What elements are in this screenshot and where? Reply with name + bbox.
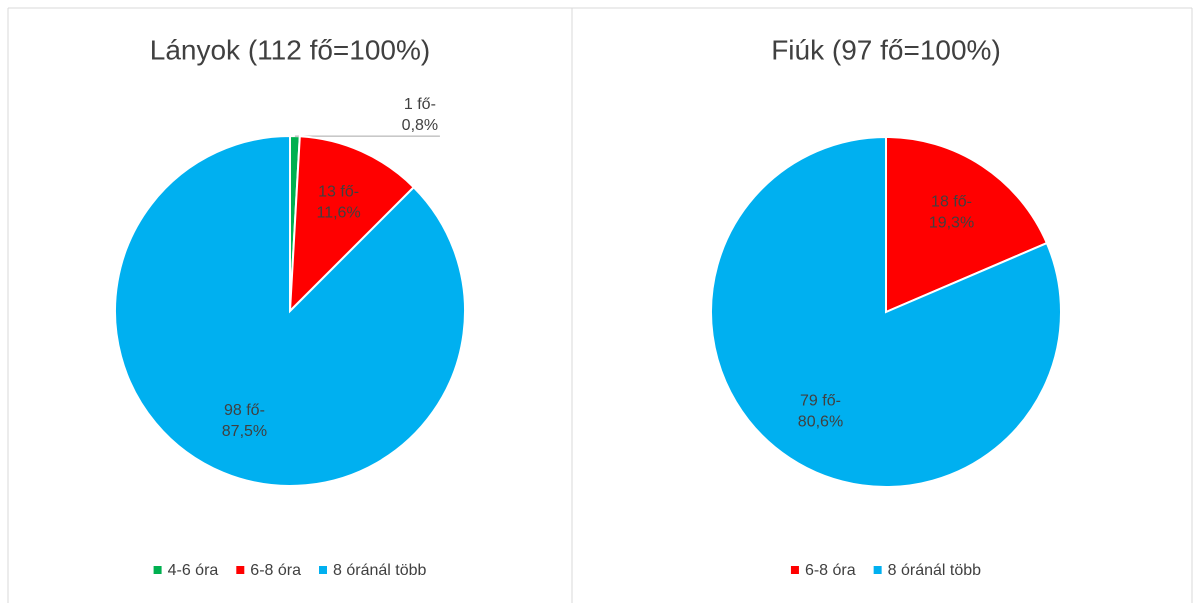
legend-label: 6-8 óra [805, 562, 856, 579]
legend-swatch [319, 566, 327, 574]
data-label: 79 fő-80,6% [798, 393, 843, 431]
legend-label: 8 óránál több [888, 562, 982, 579]
chart-title: Lányok (112 fő=100%) [150, 34, 430, 65]
data-label: 1 fő-0,8% [402, 96, 438, 134]
chart-title: Fiúk (97 fő=100%) [771, 34, 1001, 65]
legend-label: 8 óránál több [333, 562, 427, 579]
pie-slice [710, 135, 1062, 488]
pie-slice [288, 135, 416, 314]
legend-swatch [873, 566, 882, 574]
pie-slice [885, 135, 1049, 314]
legend-label: 4-6 óra [168, 562, 219, 579]
legend: 4-6 óra 6-8 óra 8 óránál több [153, 562, 427, 579]
legend-label: 6-8 óra [250, 562, 301, 579]
data-label: 98 fő-87,5% [222, 402, 267, 440]
legend-swatch [236, 566, 245, 574]
pie-slice [114, 134, 466, 487]
legend-swatch [790, 566, 799, 574]
legend: 6-8 óra 8 óránál több [790, 562, 982, 579]
legend-swatch [153, 566, 162, 574]
data-label: 18 fő-19,3% [929, 194, 974, 232]
data-label: 13 fő-11,6% [317, 184, 361, 222]
